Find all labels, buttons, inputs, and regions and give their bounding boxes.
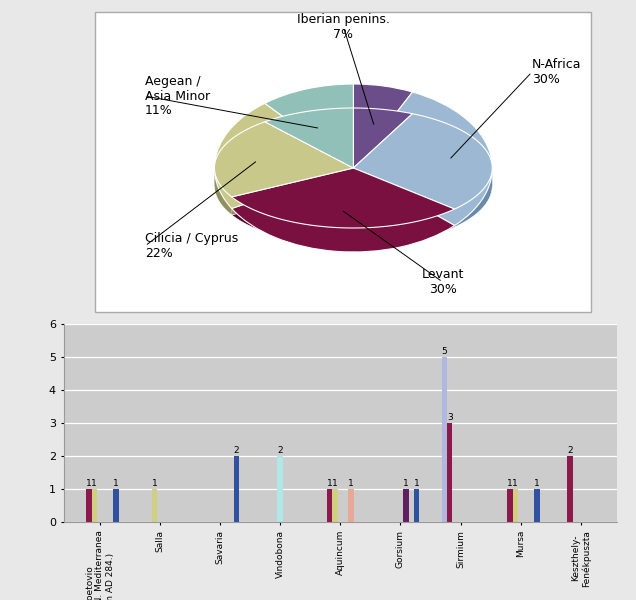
Text: 1: 1 [86,479,92,488]
Polygon shape [232,168,354,215]
Text: 3: 3 [447,413,453,422]
Text: 2: 2 [567,446,573,455]
Text: 1: 1 [92,479,97,488]
Polygon shape [354,114,492,209]
Bar [441,357,447,522]
Bar [113,489,119,522]
Bar [86,489,92,522]
Text: 1: 1 [534,479,540,488]
Text: 1: 1 [403,479,409,488]
Polygon shape [232,168,455,228]
Bar [507,489,513,522]
Text: 1: 1 [113,479,119,488]
Text: 1: 1 [349,479,354,488]
Polygon shape [265,108,354,168]
Polygon shape [232,197,455,246]
Text: Iberian penins.
7%: Iberian penins. 7% [297,13,390,41]
Text: Cilicia / Cyprus
22%: Cilicia / Cyprus 22% [145,232,238,260]
Text: 1: 1 [326,479,332,488]
Text: 1: 1 [507,479,513,488]
Bar [447,423,452,522]
Text: 2: 2 [233,446,239,455]
Text: Levant
30%: Levant 30% [422,268,464,296]
Bar [513,489,518,522]
Polygon shape [214,122,354,197]
Bar [233,456,239,522]
Wedge shape [354,92,492,226]
Text: N-Africa
30%: N-Africa 30% [532,58,581,86]
Text: 1: 1 [414,479,420,488]
Text: 2: 2 [277,446,283,455]
Text: 1: 1 [513,479,518,488]
Text: 1: 1 [332,479,338,488]
Polygon shape [455,169,492,227]
Bar [403,489,408,522]
Wedge shape [265,84,354,168]
Bar [327,489,332,522]
Bar [567,456,572,522]
Wedge shape [354,84,413,168]
Wedge shape [214,103,354,208]
Bar [534,489,539,522]
Text: Aegean /
Asia Minor
11%: Aegean / Asia Minor 11% [145,74,210,118]
Text: 5: 5 [441,347,447,356]
Bar [92,489,97,522]
Polygon shape [354,168,455,227]
Polygon shape [232,168,354,215]
Bar [152,489,157,522]
Bar [349,489,354,522]
Bar [277,456,283,522]
Bar [414,489,419,522]
Polygon shape [214,169,232,215]
Polygon shape [354,168,455,227]
Bar [332,489,338,522]
Wedge shape [232,168,455,252]
FancyBboxPatch shape [95,12,591,312]
Text: 1: 1 [151,479,157,488]
Polygon shape [354,108,413,168]
